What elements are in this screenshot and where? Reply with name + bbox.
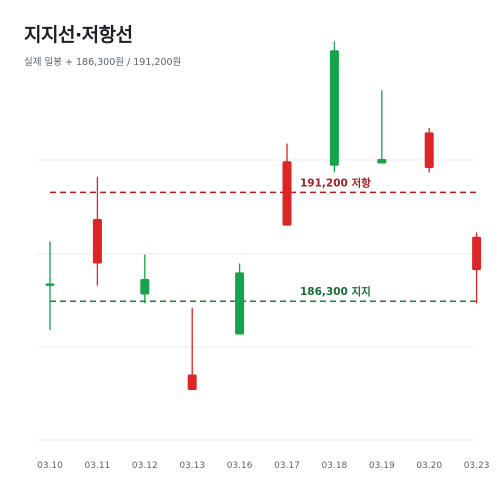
candle-body (424, 132, 434, 168)
x-tick-label: 03.12 (132, 461, 158, 471)
candle-03.23 (472, 232, 482, 304)
candle-body (329, 50, 339, 166)
x-tick-label: 03.10 (37, 461, 63, 471)
candle-03.10 (45, 241, 55, 331)
x-tick-label: 03.19 (369, 461, 395, 471)
candle-03.19 (377, 90, 387, 164)
candle-body (235, 272, 245, 335)
candle-03.13 (187, 307, 197, 391)
candle-body (377, 159, 387, 164)
candle-03.18 (329, 41, 339, 173)
x-axis-labels: 03.10 03.11 03.12 03.13 03.16 03.17 03.18 03.19… (37, 461, 489, 471)
x-tick-label: 03.16 (227, 461, 253, 471)
candle-body (187, 374, 197, 391)
candle-body (92, 219, 102, 264)
support-level-label: 186,300 지지 (300, 285, 371, 298)
candle-03.11 (92, 176, 102, 286)
candle-03.17 (282, 143, 292, 226)
candle-body (282, 161, 292, 226)
x-tick-label: 03.11 (85, 461, 111, 471)
candle-03.20 (424, 127, 434, 173)
candle-body (45, 283, 55, 286)
candles (45, 41, 482, 391)
candle-body (472, 236, 482, 271)
chart-subtitle: 실제 일봉 + 186,300원 / 191,200원 (24, 57, 182, 68)
x-tick-label: 03.17 (274, 461, 300, 471)
candle-03.12 (140, 254, 150, 304)
grid-lines (36, 159, 476, 441)
page-title: 지지선·저항선 (24, 24, 133, 46)
x-tick-label: 03.18 (322, 461, 348, 471)
level-lines: 191,200 저항 186,300 지지 (50, 176, 476, 302)
resistance-level-label: 191,200 저항 (300, 176, 371, 189)
x-tick-label: 03.13 (179, 461, 205, 471)
x-tick-label: 03.20 (416, 461, 442, 471)
candle-body (140, 278, 150, 295)
candle-03.16 (235, 263, 245, 335)
x-tick-label: 03.23 (464, 461, 490, 471)
